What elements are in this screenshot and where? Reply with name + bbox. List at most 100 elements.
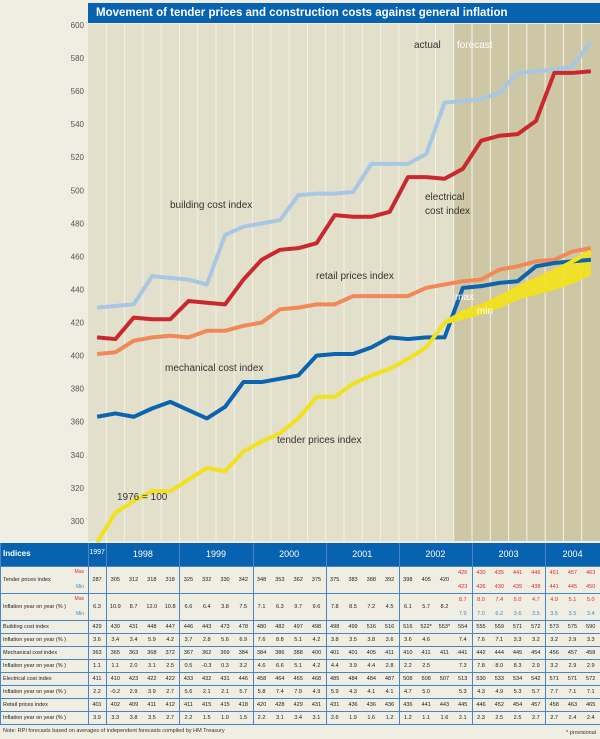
table-cell: 2.7 [531,714,540,721]
table-cell: 398 [403,576,413,583]
table-cell: 516 [366,623,376,630]
table-cell: 5.8 [257,688,266,695]
table-cell: 1.5 [202,714,211,721]
table-cell: 451 [549,570,559,576]
table-cell: 384 [238,649,248,656]
table-cell: 4.3 [349,688,357,695]
table-cell: 342 [238,576,248,583]
y-tick-label: 540 [71,120,85,129]
table-cell: 2.5 [422,662,431,669]
table-cell: 348 [256,576,267,583]
table-cell: 446 [531,570,541,576]
y-tick-label: 420 [71,319,85,328]
table-cell: 4.9 [312,688,321,695]
row-label: Electrical cost index [3,675,52,682]
table-cell: 573 [549,623,559,630]
table-cell-min: 430 [494,584,504,590]
table-row: Mechanical cost index 363 365 363 368 372 367 3… [0,647,600,660]
table-cell: 465 [586,701,596,708]
table-cell: 8.7 [458,597,467,603]
annotation-label: forecast [457,40,493,51]
table-cell: 409 [128,701,139,708]
table-cell: 5.6 [184,688,193,695]
table-cell: 436 [403,701,413,708]
table-row: Tender prices index Max Min 287 305 312 318 318… [0,567,600,594]
table-cell: 330 [220,576,230,583]
year-header: 2002 [425,549,446,559]
table-cell: 2.2 [257,714,266,721]
table-cell: 7.2 [367,603,376,610]
table-cell: 2.1 [458,714,467,721]
table-cell: 5.7 [531,688,540,695]
table-cell: 422 [165,675,175,682]
table-cell-min: 435 [512,584,523,590]
table-cell: 4.7 [403,688,412,695]
table-cell: 411 [385,649,395,656]
table-cell: 443 [439,701,450,708]
table-cell: 2.7 [550,714,559,721]
series-line-building-cost-index [96,40,593,310]
table-cell: 9.7 [294,603,303,610]
table-cell: 507 [439,675,450,682]
y-tick-label: 580 [71,54,85,63]
table-cell: 2.5 [495,714,504,721]
column-divider [252,543,254,725]
y-tick-label: 460 [71,252,85,261]
table-cell: 9.6 [312,603,321,610]
table-cell: 415 [202,701,212,708]
annotation-label: retail prices index [316,271,394,282]
table-cell: 2.9 [568,662,577,669]
table-cell: 3.1 [147,662,156,669]
table-cell: 468 [311,675,322,682]
column-divider [88,543,89,725]
table-cell: 5.9 [330,688,339,695]
table-cell: 4.6 [257,662,266,669]
table-cell-min: 3.5 [550,611,559,617]
table-cell: 3.4 [129,636,138,643]
table-cell: 498 [330,623,340,630]
table-cell: 454 [531,649,541,656]
y-tick-label: 300 [71,517,85,526]
table-row: Inflation year on year (% ) 3.6 3.4 3.4 5.9 4… [0,634,600,647]
table-cell: 318 [147,576,157,583]
table-cell: 2.9 [129,688,138,695]
year-header: 2000 [279,549,300,559]
table-cell: 375 [311,576,322,583]
table-cell: 3.1 [312,714,321,721]
row-label: Mechanical cost index [3,649,58,656]
table-cell: 5.1 [294,662,303,669]
table-cell: 3.4 [111,636,120,643]
table-cell: 368 [147,649,157,656]
annotation-label: cost index [425,206,470,217]
table-cell: 353 [275,576,285,583]
y-tick-label: 380 [71,385,85,394]
table-cell: 454 [512,701,523,708]
table-cell: 431 [220,675,230,682]
table-cell: 312 [128,576,139,583]
table-cell: 429 [92,623,102,630]
table-cell: 457 [567,649,578,656]
row-label: Building cost index [3,623,49,630]
table-cell: 2.8 [385,662,394,669]
table-cell: 388 [293,649,303,656]
table-cell: 446 [238,675,248,682]
table-cell: 4.2 [166,636,175,643]
table-cell: 6.3 [93,603,101,610]
table-cell: 1.5 [239,714,248,721]
table-cell: 412 [165,701,175,708]
table-cell: 2.0 [129,662,138,669]
table-cell: 432 [202,675,212,682]
year-header: 1999 [205,549,226,559]
table-cell: 457 [567,570,578,576]
table-cell: 7.5 [239,603,248,610]
table-cell: 5.0 [422,688,431,695]
max-label: Max [74,596,84,602]
table-cell: 332 [202,576,212,583]
table-cell: 7.6 [477,636,485,643]
table-cell: 3.7 [184,636,193,643]
table-cell: 7.4 [275,688,284,695]
y-tick-label: 320 [71,484,85,493]
table-cell: 458 [586,649,596,656]
table-cell: 1.1 [422,714,431,721]
table-cell: 7.8 [330,603,339,610]
